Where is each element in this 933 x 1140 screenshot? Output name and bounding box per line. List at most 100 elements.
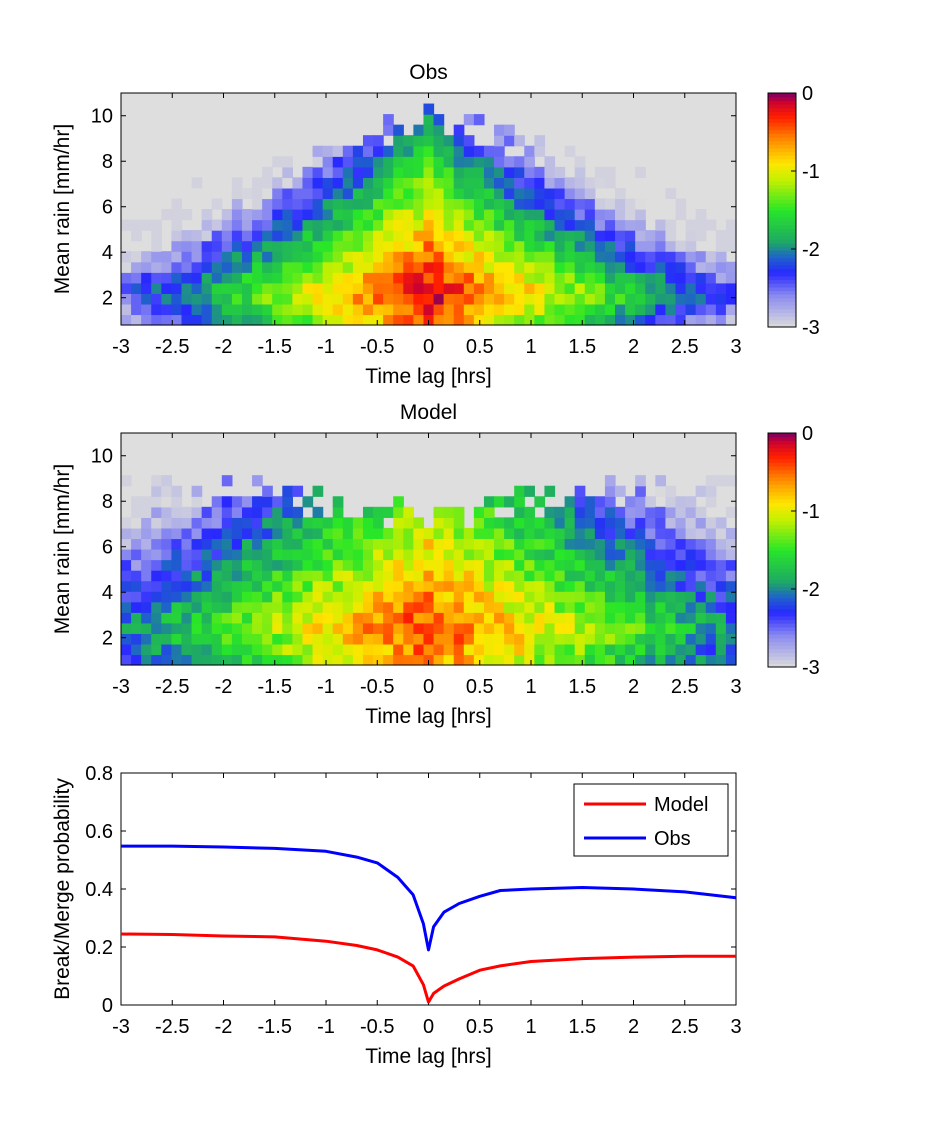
heatmap-cell xyxy=(362,187,374,200)
heatmap-cell xyxy=(171,261,183,273)
heatmap-cell xyxy=(262,240,273,252)
colorbar-step xyxy=(768,122,796,127)
heatmap-cell xyxy=(262,187,273,200)
heatmap-cell xyxy=(453,177,465,189)
heatmap-cell xyxy=(342,612,354,624)
heatmap-cell xyxy=(574,559,586,571)
heatmap-cell xyxy=(695,485,707,497)
heatmap-cell xyxy=(121,654,132,666)
colorbar-step xyxy=(768,169,796,175)
heatmap-cell xyxy=(665,527,677,540)
heatmap-cell xyxy=(413,135,425,147)
heatmap-cell xyxy=(312,187,324,200)
heatmap-cell xyxy=(201,272,213,284)
heatmap-cell xyxy=(312,527,324,540)
heatmap-cell xyxy=(413,177,425,189)
colorbar-step xyxy=(768,290,796,295)
heatmap-cell xyxy=(463,549,475,561)
heatmap-cell xyxy=(695,230,707,242)
heatmap-cell xyxy=(584,654,596,666)
heatmap-cell xyxy=(715,303,727,316)
heatmap-cell xyxy=(544,622,556,634)
heatmap-cell xyxy=(574,622,586,634)
heatmap-cell xyxy=(443,219,455,231)
heatmap-cell xyxy=(131,591,142,603)
heatmap-cell xyxy=(665,187,677,200)
heatmap-cell xyxy=(211,633,223,645)
heatmap-cell xyxy=(544,612,556,624)
heatmap-cell xyxy=(433,293,445,305)
heatmap-cell xyxy=(615,314,626,326)
heatmap-cell xyxy=(413,517,425,529)
heatmap-cell xyxy=(695,612,707,624)
heatmap-cell xyxy=(241,633,253,645)
y-tick-label: 0.4 xyxy=(85,879,113,901)
heatmap-cell xyxy=(252,198,263,210)
heatmap-cell xyxy=(433,156,445,168)
heatmap-cell xyxy=(463,187,475,200)
heatmap-cell xyxy=(211,303,223,316)
heatmap-cell xyxy=(302,591,314,603)
heatmap-cell xyxy=(393,177,404,189)
heatmap-cell xyxy=(252,209,263,221)
heatmap-cell xyxy=(494,135,505,147)
heatmap-cell xyxy=(675,580,687,592)
heatmap-cell xyxy=(161,654,173,666)
heatmap-cell xyxy=(494,293,505,305)
heatmap-cell xyxy=(655,601,667,613)
heatmap-cell xyxy=(483,559,495,571)
heatmap-cell xyxy=(504,303,515,316)
heatmap-cell xyxy=(463,612,475,624)
heatmap-cell xyxy=(191,527,203,540)
heatmap-cell xyxy=(453,549,465,561)
heatmap-cell xyxy=(221,559,233,571)
heatmap-cell xyxy=(373,654,384,666)
heatmap-cell xyxy=(221,230,233,242)
x-tick-label: 2.5 xyxy=(671,676,699,698)
heatmap-cell xyxy=(544,282,556,294)
colorbar-step xyxy=(768,93,796,98)
legend-label: Obs xyxy=(654,828,691,850)
heatmap-cell xyxy=(231,517,243,529)
heatmap-cell xyxy=(453,314,465,326)
heatmap-cell xyxy=(191,282,203,294)
heatmap-cell xyxy=(483,145,495,157)
heatmap-cell xyxy=(373,570,384,582)
heatmap-cell xyxy=(181,633,193,645)
heatmap-cell xyxy=(221,506,233,518)
heatmap-cell xyxy=(665,601,677,613)
colorbar-step xyxy=(768,597,796,602)
heatmap-cell xyxy=(141,538,152,550)
heatmap-cell xyxy=(403,230,414,242)
obs-heatmap-panel: -3 -2.5 -2 -1.5 -1 -0.5 0 0.5 1 1.5 2 2.5 3246810Obs… xyxy=(51,61,820,388)
heatmap-cell xyxy=(312,177,324,189)
heatmap-cell xyxy=(443,166,455,178)
heatmap-cell xyxy=(594,166,606,178)
heatmap-cell xyxy=(534,282,546,294)
heatmap-cell xyxy=(534,622,546,634)
heatmap-cell xyxy=(282,570,293,582)
heatmap-cell xyxy=(433,230,445,242)
heatmap-cell xyxy=(615,570,626,582)
heatmap-cell xyxy=(282,643,293,656)
heatmap-cell xyxy=(544,156,556,168)
heatmap-cell xyxy=(625,496,636,508)
heatmap-cell xyxy=(685,517,697,529)
heatmap-cell xyxy=(433,580,445,592)
heatmap-cell xyxy=(423,230,435,242)
heatmap-cell xyxy=(342,145,354,157)
heatmap-cell xyxy=(604,517,616,529)
series-line-model xyxy=(120,932,736,1004)
heatmap-cell xyxy=(625,219,636,231)
heatmap-cell xyxy=(524,643,535,656)
heatmap-cell xyxy=(504,314,515,326)
heatmap-cell xyxy=(312,538,324,550)
heatmap-cell xyxy=(292,230,304,242)
heatmap-cell xyxy=(342,549,354,561)
heatmap-cell xyxy=(131,612,142,624)
heatmap-cell xyxy=(665,293,677,305)
heatmap-cell xyxy=(564,506,576,518)
heatmap-cell xyxy=(594,177,606,189)
heatmap-cell xyxy=(504,622,515,634)
heatmap-cell xyxy=(161,485,173,497)
